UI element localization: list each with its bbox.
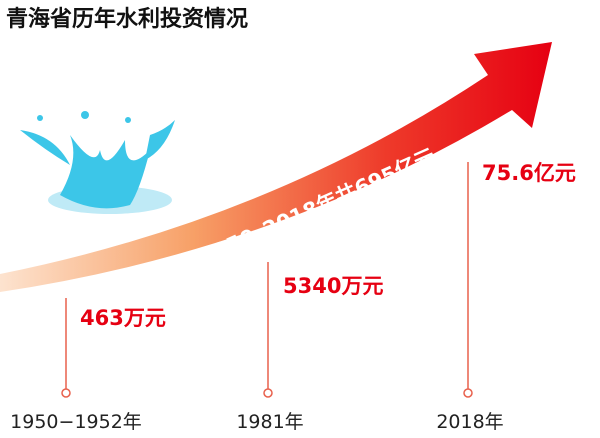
milestone-dot [463, 388, 473, 398]
amount: 75.6亿元 [482, 161, 576, 185]
amount: 5340万元 [283, 274, 383, 298]
milestone-lines [61, 162, 473, 398]
amount: 463万元 [80, 306, 166, 330]
growth-arrow [0, 42, 552, 292]
year: 2018年 [436, 411, 503, 433]
title: 青海省历年水利投资情况 [6, 6, 248, 32]
year: 1950−1952年 [10, 411, 142, 433]
water-icon [20, 111, 175, 214]
milestone-dot [263, 388, 273, 398]
year: 1981年 [236, 411, 303, 433]
milestone-dot [61, 388, 71, 398]
